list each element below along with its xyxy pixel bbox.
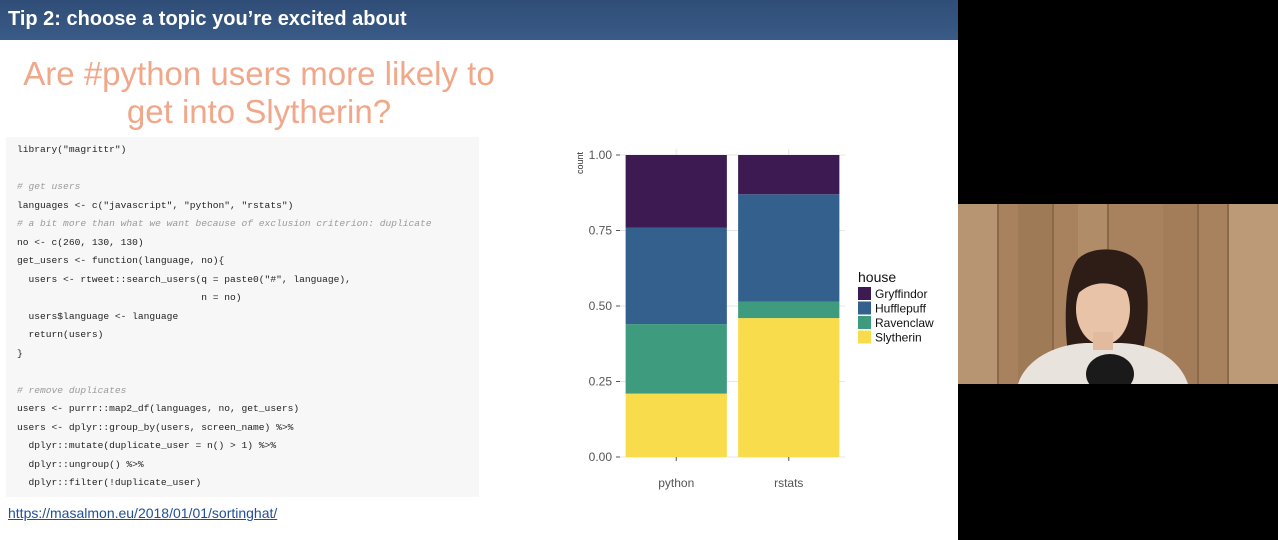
webcam-video — [958, 204, 1278, 384]
slide-header-title: Tip 2: choose a topic you’re excited abo… — [8, 8, 407, 30]
code-line: dplyr::ungroup() %>% — [17, 458, 144, 470]
legend-label-hufflepuff: Hufflepuff — [875, 302, 927, 316]
y-tick-label: 1.00 — [589, 148, 613, 162]
legend-label-ravenclaw: Ravenclaw — [875, 316, 934, 330]
code-comment-line: # remove duplicates — [17, 384, 127, 396]
code-comment-line: # get users — [17, 181, 81, 192]
y-axis-label: count — [575, 151, 585, 174]
legend-title: house — [858, 269, 896, 285]
code-line: library("magrittr") — [17, 144, 127, 155]
code-line: users$language <- language — [17, 310, 179, 322]
x-tick-label: python — [658, 476, 694, 490]
legend-swatch-gryffindor — [858, 287, 871, 300]
legend-swatch-slytherin — [858, 330, 871, 344]
code-block: library("magrittr") # get users languages … — [6, 137, 479, 497]
legend-label-gryffindor: Gryffindor — [875, 287, 927, 301]
legend-swatch-hufflepuff — [858, 301, 871, 315]
bar-segment-ravenclaw-rstats — [738, 301, 840, 319]
legend-swatch-ravenclaw — [858, 316, 871, 329]
stacked-bar-chart: 0.00 0.25 0.50 0.75 1.00 count python rstats hou… — [575, 148, 934, 490]
bar-segment-gryffindor-python — [625, 155, 727, 228]
bar-segment-slytherin-python — [625, 393, 727, 457]
code-line: dplyr::mutate(duplicate_user = n() > 1) … — [17, 440, 277, 451]
bar-segment-gryffindor-rstats — [738, 155, 840, 195]
bar-segment-ravenclaw-python — [625, 324, 727, 394]
y-tick-label: 0.75 — [589, 224, 613, 238]
slide-title: Are #python users more likely to get int… — [4, 55, 514, 131]
blog-post-link[interactable]: https://masalmon.eu/2018/01/01/sortingha… — [8, 505, 278, 521]
bar-segment-hufflepuff-python — [625, 227, 727, 325]
slide-title-line-2: get into Slytherin? — [126, 93, 392, 130]
legend-label-slytherin: Slytherin — [875, 331, 922, 345]
code-line: get_users <- function(language, no){ — [17, 255, 225, 266]
code-line: languages <- c("javascript", "python", "… — [17, 199, 294, 211]
code-line: return(users) — [17, 329, 104, 340]
x-tick-label: rstats — [774, 476, 803, 490]
code-line: no <- c(260, 130, 130) — [17, 236, 144, 248]
code-line: dplyr::filter(!duplicate_user) — [17, 477, 202, 488]
code-line: users <- purrr::map2_df(languages, no, g… — [17, 403, 300, 414]
slide-title-line-1: Are #python users more likely to — [23, 55, 495, 92]
presentation-slide: Tip 2: choose a topic you’re excited abo… — [0, 0, 958, 540]
y-tick-label: 0.50 — [589, 299, 613, 313]
code-line: } — [17, 347, 23, 359]
presenter-image — [958, 204, 1278, 384]
bar-segment-slytherin-rstats — [738, 318, 840, 457]
code-line: users <- dplyr::group_by(users, screen_n… — [17, 421, 294, 433]
code-line: users <- rtweet::search_users(q = paste0… — [17, 273, 351, 285]
code-line: n = no) — [17, 292, 242, 303]
code-comment-line: # a bit more than what we want because o… — [17, 218, 432, 229]
y-tick-label: 0.00 — [589, 450, 613, 464]
slide-header: Tip 2: choose a topic you’re excited abo… — [0, 0, 958, 40]
y-tick-label: 0.25 — [589, 375, 613, 389]
bar-segment-hufflepuff-rstats — [738, 194, 840, 302]
